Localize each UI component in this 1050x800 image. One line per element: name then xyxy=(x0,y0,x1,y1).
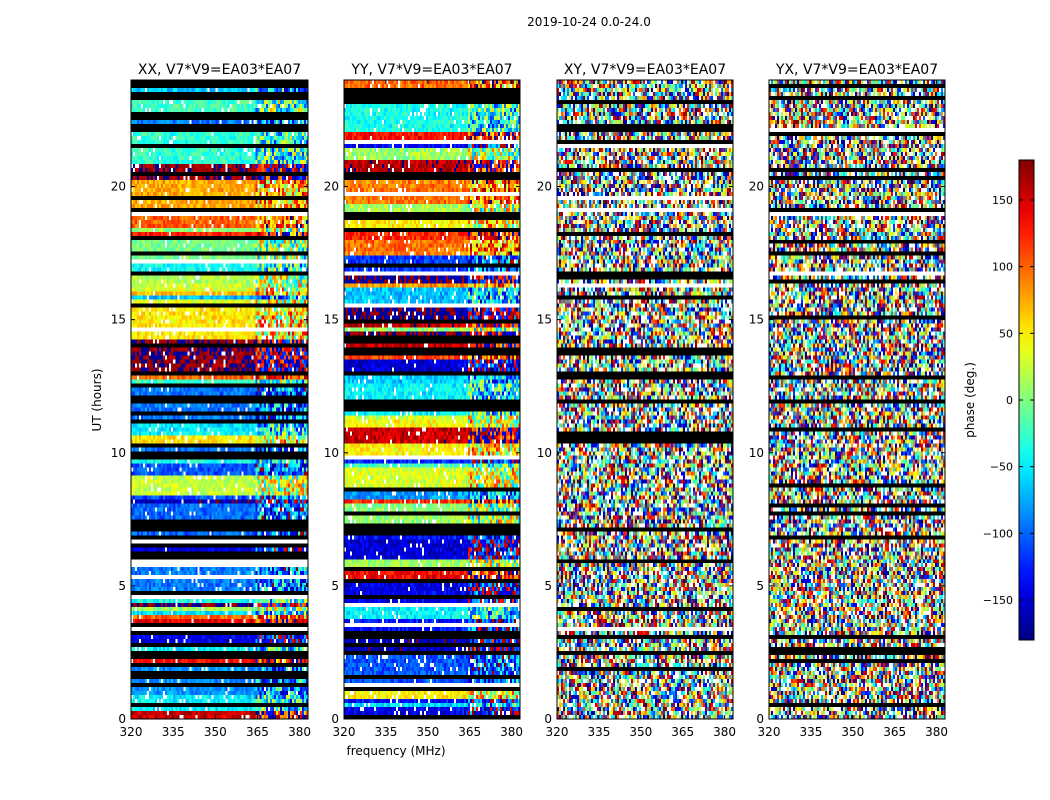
x-tick-label: 320 xyxy=(758,725,781,739)
x-tick-label: 350 xyxy=(629,725,652,739)
x-tick-label: 350 xyxy=(416,725,439,739)
colorbar-tick-label: −150 xyxy=(983,594,1013,607)
colorbar-tick-label: 100 xyxy=(992,261,1013,274)
y-tick-label: 5 xyxy=(118,579,126,593)
y-tick-label: 20 xyxy=(749,180,764,194)
x-tick-label: 335 xyxy=(162,725,185,739)
heatmap-raster-3 xyxy=(557,80,733,719)
y-tick-label: 10 xyxy=(111,446,126,460)
panel-title: XY, V7*V9=EA03*EA07 xyxy=(564,62,726,78)
figure-title: 2019-10-24 0.0-24.0 xyxy=(527,15,651,29)
panel-title: YY, V7*V9=EA03*EA07 xyxy=(350,62,512,78)
axes-frame xyxy=(768,79,946,720)
heatmap-panel-4: 320 335 350 365 380 0 5 10 15 20 YX, V7*V9=EA03*EA… xyxy=(749,62,948,739)
colorbar-tick-label: −100 xyxy=(983,527,1013,540)
x-axis-label: frequency (MHz) xyxy=(346,744,445,758)
x-tick-label: 365 xyxy=(883,725,906,739)
y-tick-label: 15 xyxy=(324,313,339,327)
y-tick-label: 0 xyxy=(756,712,764,726)
x-tick-label: 350 xyxy=(841,725,864,739)
colorbar-tick-label: 150 xyxy=(992,194,1013,207)
x-tick-label: 380 xyxy=(925,725,948,739)
colorbar-tick-label: 50 xyxy=(999,327,1013,340)
y-tick-label: 0 xyxy=(331,712,339,726)
y-tick-label: 20 xyxy=(537,180,552,194)
panel-title: XX, V7*V9=EA03*EA07 xyxy=(138,62,301,78)
x-tick-label: 380 xyxy=(288,725,311,739)
y-tick-label: 20 xyxy=(324,180,339,194)
heatmap-panel-1: 320 335 350 365 380 0 5 10 15 20 XX, V7*V9=EA03*EA… xyxy=(90,62,311,739)
y-tick-label: 15 xyxy=(111,313,126,327)
x-tick-label: 320 xyxy=(333,725,356,739)
y-tick-label: 10 xyxy=(537,446,552,460)
y-tick-label: 5 xyxy=(756,579,764,593)
x-tick-label: 365 xyxy=(458,725,481,739)
x-tick-label: 320 xyxy=(120,725,143,739)
x-tick-label: 335 xyxy=(587,725,610,739)
y-axis-label: UT (hours) xyxy=(90,368,104,431)
y-tick-label: 0 xyxy=(544,712,552,726)
y-tick-label: 5 xyxy=(544,579,552,593)
heatmap-panel-3: 320 335 350 365 380 0 5 10 15 20 XY, V7*V9=EA03*EA… xyxy=(537,62,736,739)
colorbar-label: phase (deg.) xyxy=(963,362,977,438)
heatmap-panel-2: 320 335 350 365 380 0 5 10 15 20 YY, V7*V9=EA03*EA… xyxy=(324,62,523,758)
x-tick-label: 320 xyxy=(546,725,569,739)
y-tick-label: 15 xyxy=(537,313,552,327)
y-tick-label: 10 xyxy=(749,446,764,460)
x-tick-label: 365 xyxy=(671,725,694,739)
x-tick-label: 350 xyxy=(204,725,227,739)
panel-title: YX, V7*V9=EA03*EA07 xyxy=(775,62,938,78)
y-tick-label: 5 xyxy=(331,579,339,593)
y-tick-label: 20 xyxy=(111,180,126,194)
axes-frame xyxy=(343,79,521,720)
x-tick-label: 335 xyxy=(374,725,397,739)
y-tick-label: 15 xyxy=(749,313,764,327)
y-tick-label: 0 xyxy=(118,712,126,726)
colorbar: −150 −100 −50 0 50 100 150 phase (deg.) xyxy=(963,159,1035,641)
x-tick-label: 335 xyxy=(799,725,822,739)
x-tick-label: 380 xyxy=(713,725,736,739)
colorbar-tick-label: −50 xyxy=(990,461,1013,474)
heatmap-raster-1 xyxy=(131,80,308,719)
axes-frame xyxy=(556,79,734,720)
y-tick-label: 10 xyxy=(324,446,339,460)
x-tick-label: 365 xyxy=(246,725,269,739)
heatmap-raster-4 xyxy=(769,80,945,719)
colorbar-tick-label: 0 xyxy=(1006,394,1013,407)
axes-frame xyxy=(130,79,309,720)
heatmap-raster-2 xyxy=(344,80,520,719)
x-tick-label: 380 xyxy=(500,725,523,739)
